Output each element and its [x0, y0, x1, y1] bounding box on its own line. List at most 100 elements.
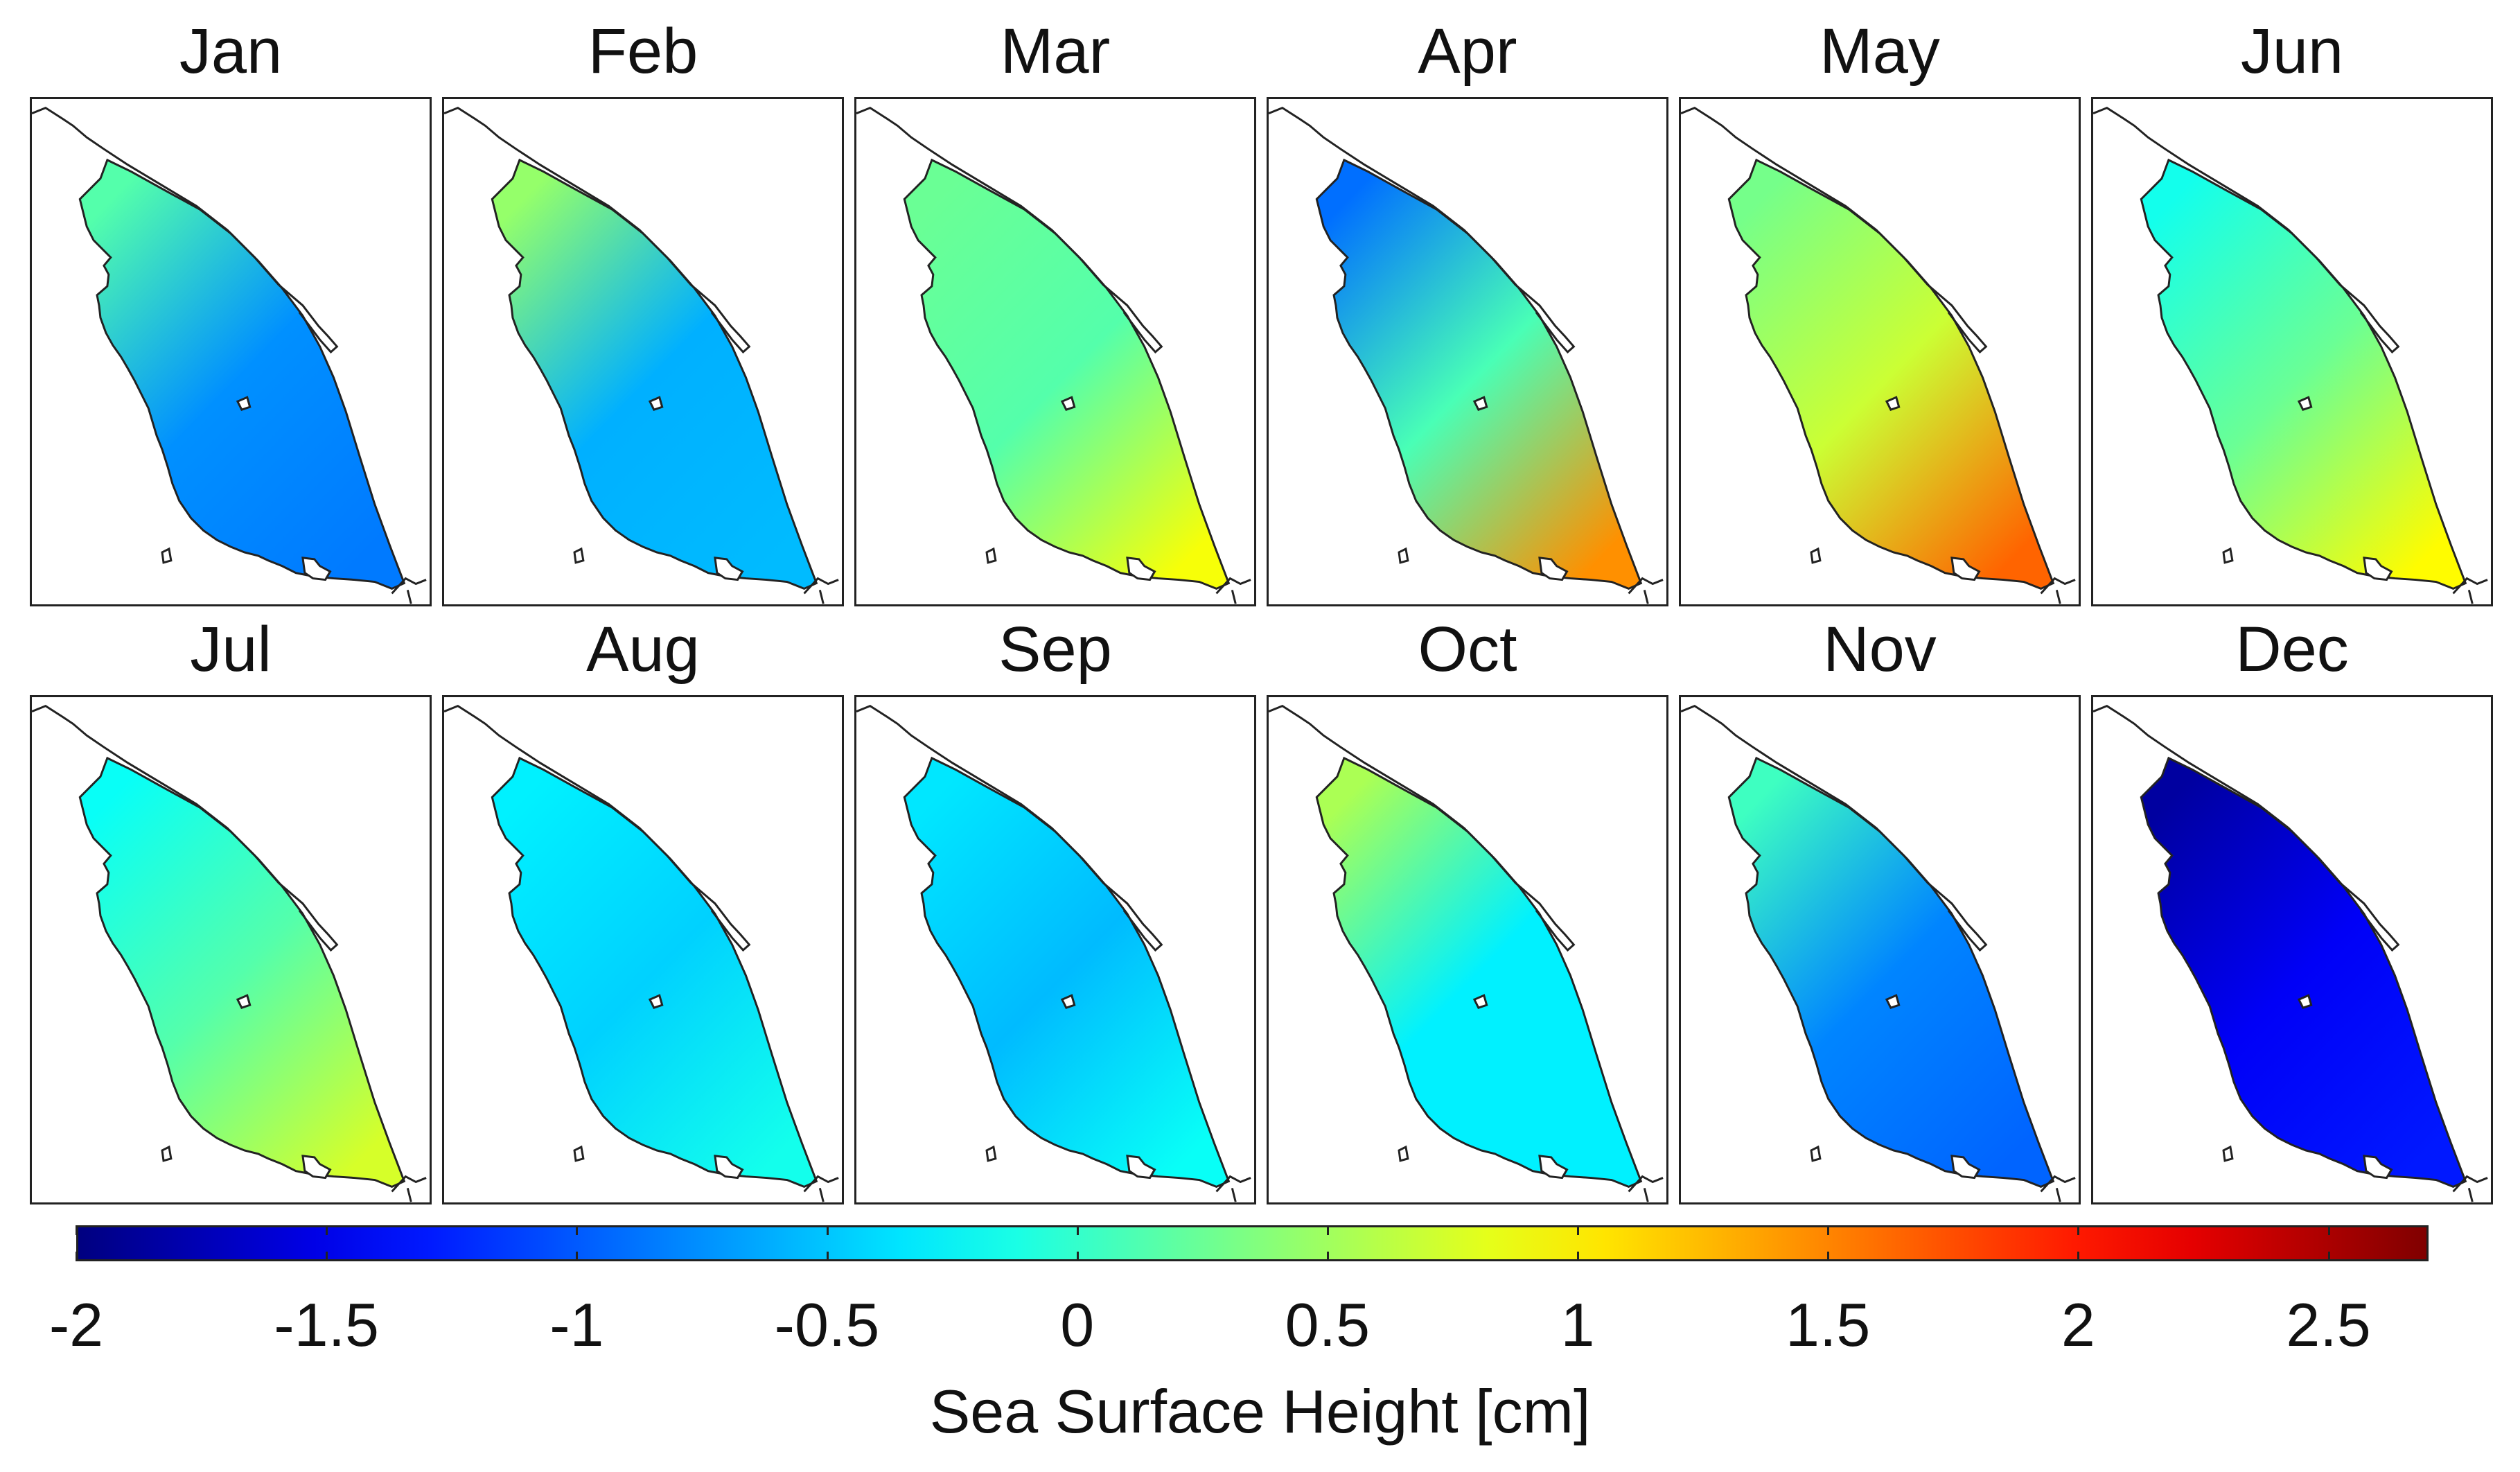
panel-title-jun: Jun	[2240, 16, 2344, 87]
panel-title-jul: Jul	[190, 614, 272, 685]
coastline	[1269, 107, 1576, 354]
island-outline	[2452, 577, 2488, 604]
map-svg	[444, 705, 839, 1202]
colorbar-tick-mark	[826, 1252, 829, 1261]
colorbar-tick-mark	[1326, 1252, 1329, 1261]
island-outline	[236, 396, 252, 411]
map-svg	[32, 705, 427, 1202]
colorbar-tick-mark	[1577, 1252, 1580, 1261]
island-outline	[573, 1145, 585, 1162]
map-panel-feb	[442, 97, 844, 606]
panel-title-sep: Sep	[998, 614, 1112, 685]
colorbar-tick-mark	[1326, 1225, 1329, 1235]
coastline	[1269, 705, 1576, 952]
colorbar-tick-mark	[1076, 1225, 1079, 1235]
colorbar-tick-mark	[76, 1225, 78, 1235]
map-svg	[2093, 107, 2488, 604]
island-outline	[1126, 1155, 1156, 1180]
colorbar-tick-label: 0	[1060, 1290, 1095, 1359]
island-outline	[573, 547, 585, 564]
island-outline	[1060, 396, 1076, 411]
colorbar-tick-mark	[2077, 1252, 2080, 1261]
island-outline	[1538, 1155, 1569, 1180]
island-outline	[1810, 547, 1822, 564]
colorbar-tick-label: 2	[2061, 1290, 2095, 1359]
colorbar-tick-label: 2.5	[2286, 1290, 2371, 1359]
island-outline	[161, 1145, 173, 1162]
colorbar-tick-label: 1	[1560, 1290, 1595, 1359]
island-outline	[803, 577, 839, 604]
island-outline	[1628, 577, 1664, 604]
colorbar-tick-mark	[326, 1225, 328, 1235]
island-outline	[1126, 557, 1156, 581]
colorbar-tick-mark	[76, 1252, 78, 1261]
island-outline	[1215, 577, 1251, 604]
island-outline	[714, 1155, 744, 1180]
island-outline	[1060, 994, 1076, 1009]
colorbar-tick-label: 1.5	[1786, 1290, 1871, 1359]
coastline	[2093, 705, 2400, 952]
colorbar-tick-mark	[326, 1252, 328, 1261]
colorbar-tick-mark	[1827, 1252, 1830, 1261]
island-outline	[1628, 1175, 1664, 1202]
island-outline	[1538, 557, 1569, 581]
colorbar-label: Sea Surface Height [cm]	[929, 1377, 1591, 1446]
island-outline	[391, 1175, 427, 1202]
island-outline	[2297, 994, 2313, 1009]
colorbar-tick-mark	[2327, 1225, 2330, 1235]
island-outline	[391, 577, 427, 604]
map-svg	[1681, 107, 2076, 604]
island-outline	[1398, 547, 1409, 564]
map-panel-jun	[2091, 97, 2493, 606]
island-outline	[803, 1175, 839, 1202]
map-svg	[856, 705, 1251, 1202]
sea-surface-field	[1315, 756, 1643, 1189]
island-outline	[985, 1145, 997, 1162]
island-outline	[985, 547, 997, 564]
map-panel-aug	[442, 695, 844, 1204]
island-outline	[2222, 1145, 2234, 1162]
island-outline	[2040, 1175, 2076, 1202]
map-svg	[1269, 107, 1664, 604]
coastline	[32, 705, 339, 952]
panel-title-dec: Dec	[2235, 614, 2349, 685]
island-outline	[2363, 1155, 2393, 1180]
colorbar-tick-label: -1.5	[274, 1290, 379, 1359]
map-panel-jul	[30, 695, 432, 1204]
island-outline	[2040, 577, 2076, 604]
map-panel-nov	[1679, 695, 2081, 1204]
map-panel-mar	[854, 97, 1256, 606]
island-outline	[714, 557, 744, 581]
sea-surface-field	[78, 756, 406, 1189]
colorbar-tick-mark	[2327, 1252, 2330, 1261]
map-svg	[2093, 705, 2488, 1202]
coastline	[444, 107, 751, 354]
island-outline	[301, 557, 332, 581]
island-outline	[301, 1155, 332, 1180]
island-outline	[648, 994, 664, 1009]
coastline	[1681, 705, 1988, 952]
map-panel-jan	[30, 97, 432, 606]
sea-surface-field	[1315, 158, 1643, 590]
colorbar-tick-mark	[2077, 1225, 2080, 1235]
map-svg	[1269, 705, 1664, 1202]
island-outline	[161, 547, 173, 564]
map-svg	[444, 107, 839, 604]
panel-title-feb: Feb	[588, 16, 698, 87]
colorbar-tick-label: -0.5	[774, 1290, 880, 1359]
panel-title-apr: Apr	[1418, 16, 1517, 87]
colorbar-tick-label: -1	[549, 1290, 604, 1359]
sea-surface-field	[1727, 158, 2055, 590]
map-svg	[32, 107, 427, 604]
island-outline	[1398, 1145, 1409, 1162]
sea-surface-field	[491, 158, 818, 590]
coastline	[856, 107, 1163, 354]
colorbar-tick-mark	[1577, 1225, 1580, 1235]
coastline	[32, 107, 339, 354]
island-outline	[2297, 396, 2313, 411]
sea-surface-field	[78, 158, 406, 590]
colorbar-tick-mark	[826, 1225, 829, 1235]
island-outline	[1885, 994, 1901, 1009]
map-svg	[1681, 705, 2076, 1202]
